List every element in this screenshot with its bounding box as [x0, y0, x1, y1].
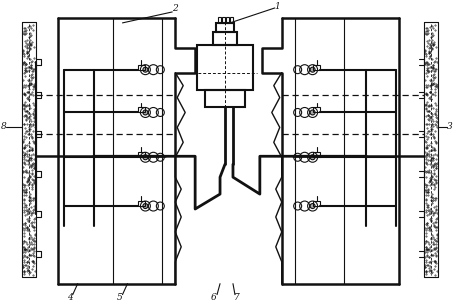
Bar: [138, 108, 145, 112]
Bar: [313, 65, 320, 70]
Text: 1: 1: [274, 2, 280, 12]
Bar: [138, 152, 145, 157]
Text: 5: 5: [117, 293, 123, 302]
Bar: [313, 108, 320, 112]
Circle shape: [143, 155, 148, 160]
Bar: [213, 32, 237, 45]
Bar: [313, 152, 320, 157]
Text: 3: 3: [447, 122, 453, 131]
Text: 8: 8: [1, 122, 7, 131]
Bar: [230, 17, 233, 23]
Circle shape: [310, 204, 315, 208]
Bar: [226, 17, 229, 23]
Bar: [205, 90, 245, 108]
Circle shape: [143, 110, 148, 115]
Text: 2: 2: [173, 5, 178, 13]
Text: 4: 4: [67, 293, 73, 302]
Circle shape: [143, 204, 148, 208]
Bar: [222, 17, 225, 23]
Bar: [313, 201, 320, 206]
Bar: [216, 23, 234, 32]
Bar: [138, 201, 145, 206]
Bar: [197, 45, 253, 90]
Bar: [218, 17, 221, 23]
Text: 6: 6: [211, 293, 217, 302]
Bar: [138, 65, 145, 70]
Circle shape: [143, 67, 148, 72]
Text: 7: 7: [234, 293, 240, 302]
Circle shape: [310, 155, 315, 160]
Circle shape: [310, 67, 315, 72]
Circle shape: [310, 110, 315, 115]
